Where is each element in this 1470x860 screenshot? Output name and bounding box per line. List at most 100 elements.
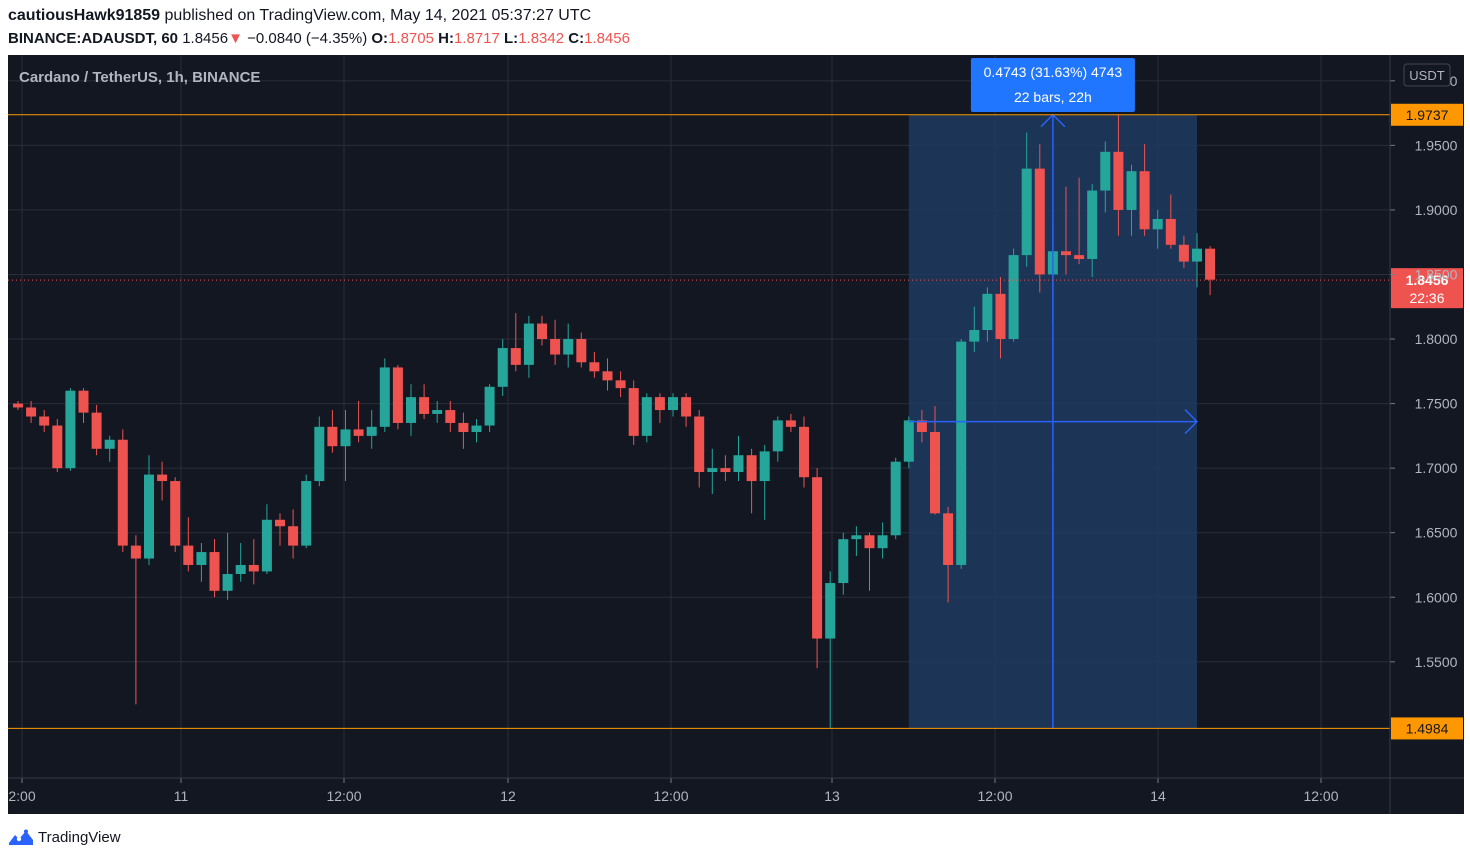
- symbol-ohlc-line: BINANCE:ADAUSDT, 60 1.8456 ▼ −0.0840 (−4.…: [8, 28, 630, 50]
- candle-body: [1021, 168, 1032, 256]
- candle-body: [26, 407, 37, 417]
- candle-body: [117, 439, 128, 546]
- candle-body: [1139, 171, 1150, 230]
- candle-body: [497, 348, 508, 387]
- candle-body: [772, 420, 783, 452]
- x-tick-label: 11: [174, 788, 189, 804]
- candle-body: [851, 535, 862, 540]
- measure-label-box: [970, 58, 1135, 112]
- horizontal-level-label: 1.9737: [1406, 107, 1449, 123]
- candle-body: [563, 339, 574, 355]
- candle-body: [1034, 168, 1045, 275]
- candle-body: [654, 397, 665, 411]
- symbol-label: BINANCE:ADAUSDT, 60: [8, 30, 179, 47]
- candle-body: [799, 426, 809, 478]
- candle-body: [1087, 190, 1098, 259]
- candle-body: [759, 451, 770, 482]
- y-tick-label: 1.7500: [1415, 396, 1458, 412]
- candle-body: [615, 380, 626, 389]
- low-label: L:: [504, 30, 519, 47]
- candle-body: [445, 410, 456, 423]
- candle-body: [91, 412, 102, 449]
- candle-body: [510, 348, 521, 365]
- low-value: 1.8342: [518, 30, 565, 47]
- x-tick-label: 12:00: [326, 788, 361, 804]
- candle-body: [275, 519, 285, 527]
- candle-body: [1074, 255, 1085, 259]
- close-label: C:: [568, 30, 585, 47]
- candle-body: [458, 422, 469, 432]
- candle-body: [916, 420, 927, 432]
- candle-body: [288, 526, 299, 546]
- open-label: O:: [371, 30, 389, 47]
- x-tick-label: 13: [824, 788, 840, 804]
- current-price-badge: [1391, 268, 1463, 309]
- candle-body: [681, 397, 692, 417]
- footer-brand[interactable]: TradingView: [38, 828, 121, 846]
- candle-body: [327, 426, 338, 447]
- candle-body: [39, 416, 50, 426]
- candle-body: [602, 371, 613, 381]
- y-tick-label: 1.8500: [1415, 266, 1458, 282]
- high-label: H:: [438, 30, 454, 47]
- author-name[interactable]: cautiousHawk91859: [8, 7, 161, 24]
- candle-body: [52, 425, 63, 469]
- candle-body: [733, 455, 744, 473]
- candle-body: [366, 426, 377, 436]
- candle-body: [432, 410, 443, 414]
- x-tick-label: 12:00: [977, 788, 1012, 804]
- y-tick-label: 1.8000: [1415, 331, 1458, 347]
- candle-body: [641, 397, 652, 436]
- x-tick-label: 12: [500, 788, 516, 804]
- candle-body: [471, 425, 482, 432]
- candle-body: [1165, 218, 1176, 245]
- x-tick-label: 12:00: [1303, 788, 1338, 804]
- candle-body: [392, 367, 403, 423]
- candle-body: [785, 420, 796, 427]
- y-tick-label: 1.9500: [1415, 137, 1458, 153]
- candle-body: [1205, 248, 1216, 280]
- price-change: −0.0840 (−4.35%): [247, 30, 368, 47]
- candle-body: [104, 439, 115, 449]
- candle-body: [157, 474, 168, 482]
- candle-body: [248, 564, 259, 572]
- close-value: 1.8456: [584, 30, 630, 47]
- candle-body: [235, 564, 246, 575]
- candle-body: [484, 386, 495, 426]
- candle-body: [65, 390, 76, 469]
- x-tick-label: 14: [1150, 788, 1166, 804]
- horizontal-level-badge: [1391, 103, 1463, 126]
- candle-body: [995, 293, 1006, 340]
- y-tick-label: 1.6000: [1415, 589, 1458, 605]
- currency-label: USDT: [1409, 68, 1444, 83]
- measure-right-arrow-icon: [1184, 409, 1199, 435]
- candle-body: [301, 481, 312, 546]
- candle-body: [1178, 244, 1189, 262]
- candle-body: [1113, 151, 1124, 210]
- down-arrow-icon: ▼: [228, 30, 243, 47]
- candle-body: [1126, 171, 1137, 210]
- horizontal-level-badge: [1391, 717, 1463, 740]
- y-tick-label: 1.5500: [1415, 654, 1458, 670]
- candlestick-chart[interactable]: 0.4743 (31.63%) 4743 22 bars, 22h 1.9737 1.…: [8, 55, 1464, 814]
- candle-body: [340, 429, 351, 447]
- publish-header: cautiousHawk91859 published on TradingVi…: [8, 5, 591, 27]
- y-tick-label: 1.7000: [1415, 460, 1458, 476]
- candle-body: [196, 552, 207, 565]
- candle-body: [930, 431, 940, 514]
- candle-body: [183, 545, 194, 565]
- candle-body: [78, 390, 89, 413]
- candle-body: [222, 574, 233, 591]
- candle-body: [170, 481, 181, 546]
- candle-body: [943, 513, 954, 565]
- candle-body: [130, 545, 141, 559]
- current-price-label: 1.8456: [1406, 272, 1449, 288]
- candle-body: [864, 535, 875, 549]
- axes: 2:001112:001212:001312:001412:002.00001.…: [8, 55, 1464, 814]
- candle-body: [314, 426, 325, 482]
- chart-background: [8, 55, 1464, 814]
- x-tick-label: 2:00: [8, 788, 35, 804]
- open-value: 1.8705: [388, 30, 434, 47]
- candle-body: [353, 429, 364, 436]
- candle-body: [589, 362, 600, 372]
